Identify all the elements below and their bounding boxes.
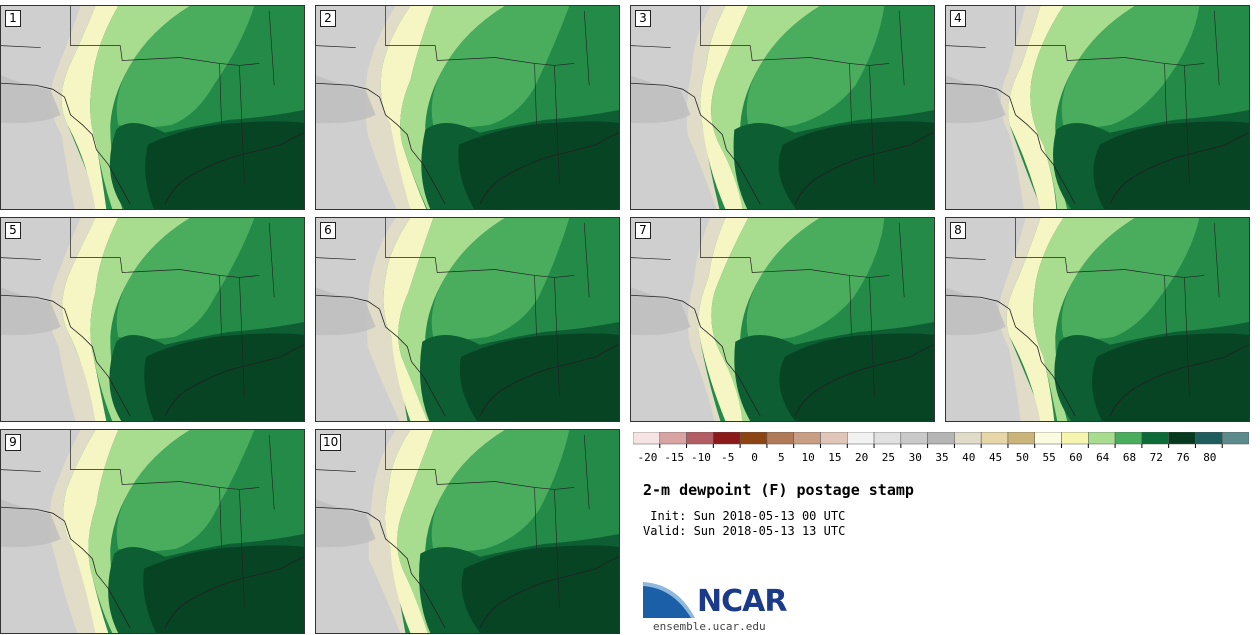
ensemble-member-panel: 1 [0,5,305,210]
colorbar-tick-label: -10 [691,451,711,464]
colorbar-swatch [1221,432,1249,445]
ncar-logo-text: NCAR [697,584,787,619]
colorbar-tick-label: 40 [962,451,975,464]
colorbar-swatch [659,432,687,445]
colorbar-tick-label: 72 [1150,451,1163,464]
member-number-badge: 7 [635,222,651,239]
ensemble-member-panel: 5 [0,217,305,422]
colorbar-swatch [766,432,794,445]
colorbar-tick-label: -5 [721,451,734,464]
ensemble-member-panel: 9 [0,429,305,634]
colorbar-swatch [686,432,714,445]
colorbar-swatch [1195,432,1223,445]
colorbar-swatch [1141,432,1169,445]
member-number-badge: 5 [5,222,21,239]
colorbar-swatch [873,432,902,445]
colorbar-swatch [1007,432,1035,445]
colorbar-swatch [927,432,955,445]
colorbar-tick-label: 5 [778,451,785,464]
colorbar-tick-label: 50 [1016,451,1029,464]
colorbar-tick-label: -20 [637,451,657,464]
colorbar-swatch [954,432,982,445]
member-number-badge: 8 [950,222,966,239]
valid-time: Valid: Sun 2018-05-13 13 UTC [643,524,846,538]
colorbar-tick-label: 60 [1069,451,1082,464]
ensemble-member-panel: 2 [315,5,620,210]
ensemble-member-panel: 10 [315,429,620,634]
colorbar-swatch [1061,432,1089,445]
member-number-badge: 2 [320,10,336,27]
member-number-badge: 10 [320,434,342,451]
member-number-badge: 4 [950,10,966,27]
ensemble-member-panel: 3 [630,5,935,210]
colorbar-swatch [1088,432,1116,445]
ncar-logo-icon [643,578,695,618]
colorbar-tick-label: 25 [882,451,895,464]
colorbar-swatch [847,432,875,445]
colorbar-tick-label: 76 [1176,451,1189,464]
member-number-badge: 1 [5,10,21,27]
ensemble-member-panel: 8 [945,217,1250,422]
ensemble-member-panel: 7 [630,217,935,422]
colorbar-tick-label: 45 [989,451,1002,464]
dewpoint-colorbar: -20 -15 -10 -5 0 5 10 15 20 25 30 35 40 45 50 55 60 64 68 7… [633,432,1249,464]
colorbar-tick-label: 35 [935,451,948,464]
logo-url: ensemble.ucar.edu [653,620,766,633]
colorbar-swatch [1114,432,1143,445]
colorbar-swatch [739,432,768,445]
colorbar-tick-label: 64 [1096,451,1110,464]
figure-title: 2-m dewpoint (F) postage stamp [643,481,914,499]
colorbar-tick-label: 55 [1043,451,1056,464]
colorbar-swatch [900,432,928,445]
ensemble-member-panel: 6 [315,217,620,422]
colorbar-tick-label: 20 [855,451,868,464]
colorbar-tick-label: 0 [751,451,758,464]
colorbar-swatch [713,432,741,445]
colorbar-swatch [633,432,661,445]
colorbar-swatch [1168,432,1196,445]
colorbar-tick-label: 80 [1203,451,1216,464]
colorbar-tick-label: 10 [801,451,814,464]
member-number-badge: 6 [320,222,336,239]
colorbar-swatch [820,432,848,445]
ensemble-member-panel: 4 [945,5,1250,210]
member-number-badge: 3 [635,10,651,27]
colorbar-tick-label: 15 [828,451,841,464]
colorbar-tick-label: -15 [664,451,684,464]
colorbar-swatch [793,432,821,445]
init-time: Init: Sun 2018-05-13 00 UTC [643,509,846,523]
colorbar-swatch [1034,432,1062,445]
colorbar-tick-label: 68 [1123,451,1136,464]
colorbar-swatch [980,432,1009,445]
member-number-badge: 9 [5,434,21,451]
colorbar-tick-label: 30 [909,451,922,464]
